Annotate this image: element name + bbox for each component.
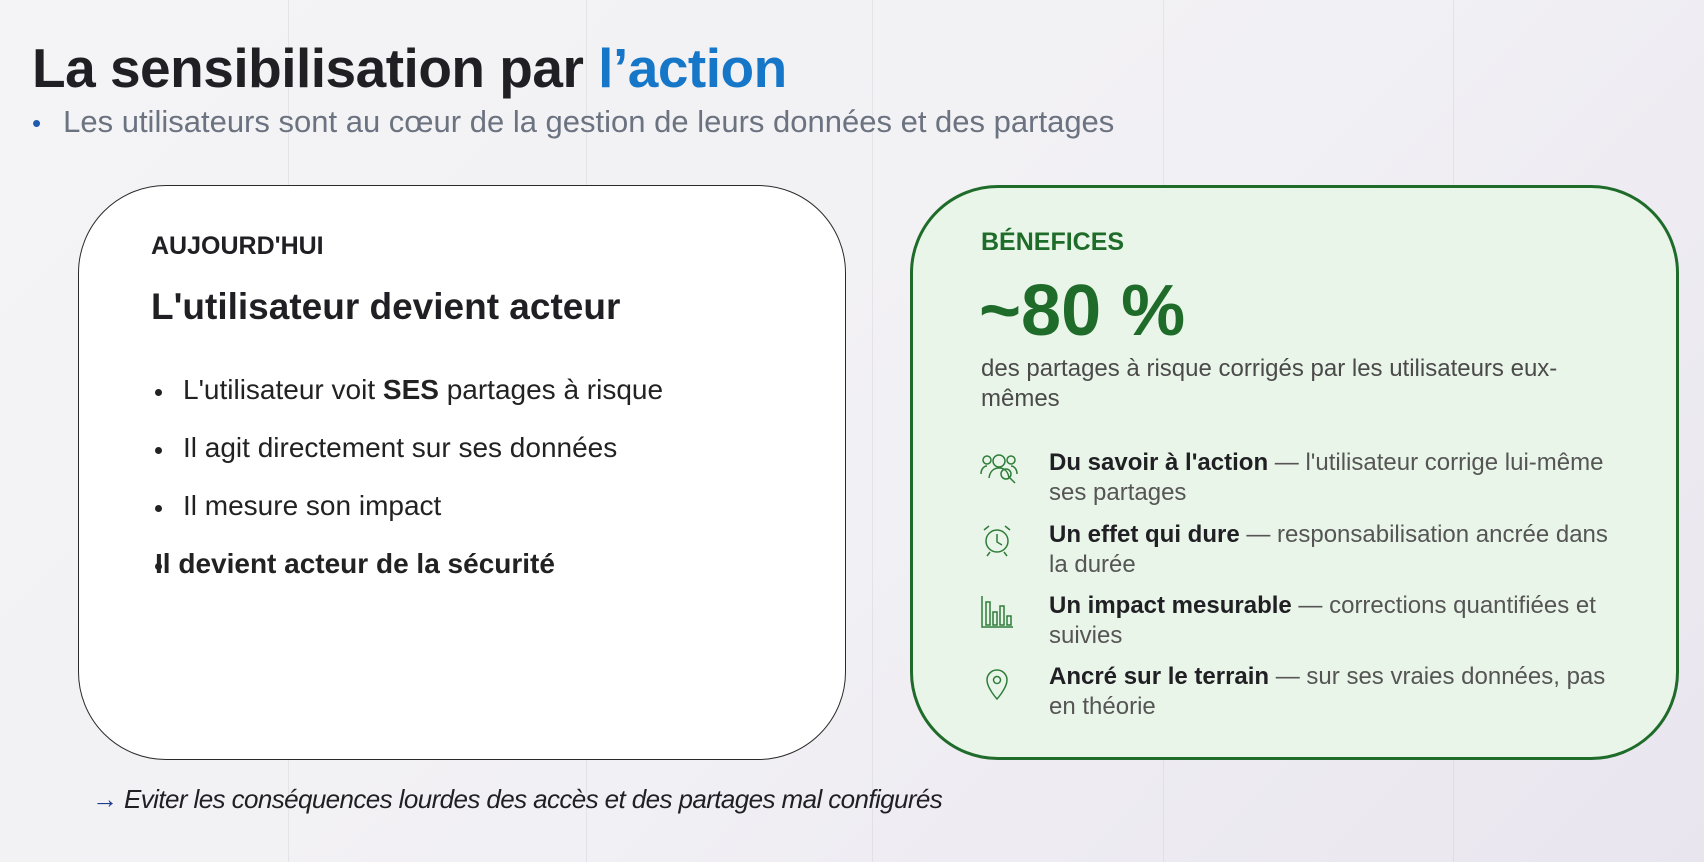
- title-text: La sensibilisation par: [32, 37, 584, 99]
- bullet-strong: SES: [382, 374, 439, 405]
- subtitle-text: Les utilisateurs sont au cœur de la gest…: [63, 104, 1115, 139]
- bullet-text: partages à risque: [446, 374, 664, 405]
- subtitle: • Les utilisateurs sont au cœur de la ges…: [32, 104, 1115, 139]
- bullet-strong: Il devient acteur de la sécurité: [155, 548, 555, 579]
- card-heading: L'utilisateur devient acteur: [151, 286, 621, 327]
- bullet-text: L'utilisateur voit: [183, 374, 376, 405]
- benefit-text: — corrections quantifiées et suivies: [1049, 592, 1596, 649]
- benefit-text: — responsabilisation ancrée dans la duré…: [1049, 521, 1608, 578]
- bullet-text: Il mesure son impact: [183, 490, 442, 521]
- footer: → Eviter les conséquences lourdes des ac…: [92, 784, 943, 815]
- benefit-text: — sur ses vraies données, pas en théorie: [1049, 663, 1606, 720]
- footer-text: Eviter les conséquences lourdes des accè…: [124, 784, 943, 814]
- stat-description: des partages à risque corrigés par les u…: [981, 355, 1558, 412]
- card-label: AUJOURD'HUI: [151, 232, 324, 260]
- bullet: Il mesure son impact: [155, 490, 441, 522]
- icon-chart: [981, 596, 1013, 628]
- bullet: L'utilisateur voit SES partages à risque: [155, 374, 663, 406]
- benefit: Ancré sur le terrain — sur ses vraies do…: [1049, 662, 1619, 722]
- title: La sensibilisation par l’action: [32, 36, 787, 100]
- footer-arrow: →: [92, 784, 118, 814]
- benefit: Un effet qui dure — responsabilisation a…: [1049, 520, 1619, 580]
- bullet-text: Il agit directement sur ses données: [183, 432, 618, 463]
- card-label: BÉNEFICES: [981, 228, 1125, 256]
- bullet: Il devient acteur de la sécurité: [155, 548, 555, 580]
- benefit: Du savoir à l'action — l'utilisateur cor…: [1049, 448, 1619, 508]
- benefit-title: Du savoir à l'action: [1049, 449, 1269, 476]
- today-card: AUJOURD'HUI L'utilisateur devient acteur…: [78, 185, 846, 760]
- benefit: Un impact mesurable — corrections quanti…: [1049, 591, 1619, 651]
- title-accent: l’action: [598, 37, 787, 99]
- benefit-title: Un impact mesurable: [1049, 592, 1292, 619]
- background-line: [872, 0, 873, 862]
- benefit-text: — l'utilisateur corrige lui-même ses par…: [1049, 449, 1604, 506]
- benefit-title: Un effet qui dure: [1049, 521, 1240, 548]
- bullet: Il agit directement sur ses données: [155, 432, 617, 464]
- icon-people: [980, 454, 1018, 484]
- icon-clock: [983, 525, 1011, 557]
- benefit-title: Ancré sur le terrain: [1049, 663, 1270, 690]
- icon-pin: [986, 669, 1008, 701]
- benefits-card: BÉNEFICES ~80 % des partages à risque co…: [910, 185, 1679, 760]
- stat: ~80 %: [979, 271, 1186, 351]
